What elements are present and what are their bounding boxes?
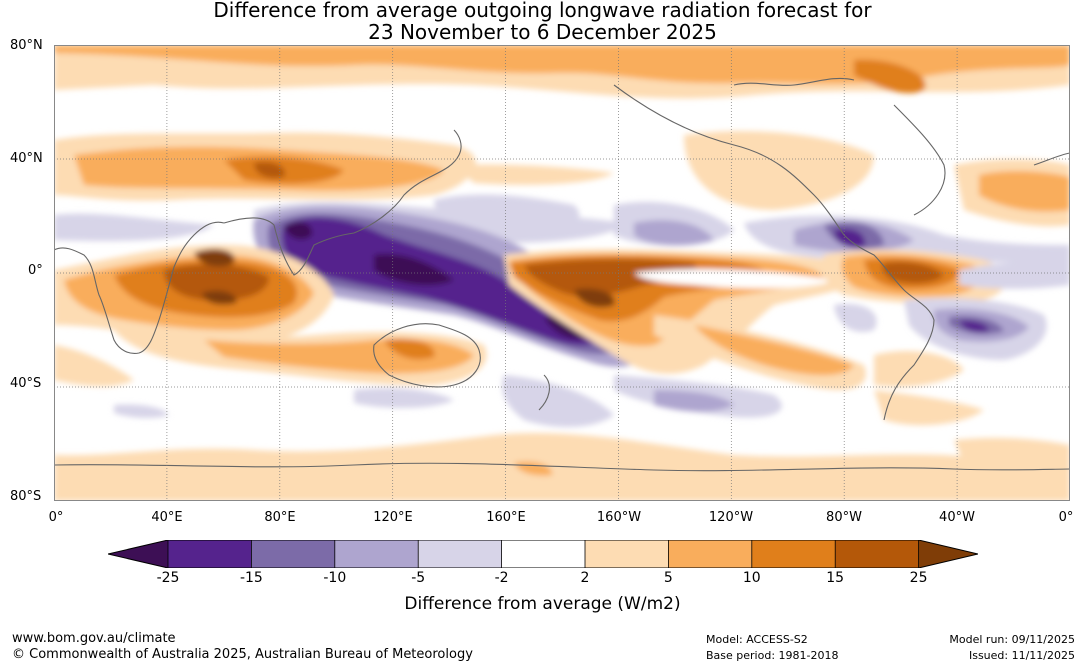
map-frame [54,45,1070,501]
legend-swatch-5-2 [418,540,502,568]
legend-tick: -2 [494,570,509,586]
lon-label-120w: 120°W [708,510,754,525]
legend-tick: 15 [826,570,845,586]
legend-tick: -10 [323,570,347,586]
legend-swatch-10-5 [334,540,419,568]
legend-tick: 10 [742,570,761,586]
legend-tick: -5 [411,570,426,586]
lon-label-40e: 40°E [151,510,183,525]
legend-swatch-15-25 [835,540,919,568]
olr-anomaly-map [54,45,1070,501]
graticule [54,45,1070,501]
legend-tick: -15 [239,570,263,586]
footer-model: Model: ACCESS-S2 [706,633,808,646]
legend-swatch-2-2 [501,540,585,568]
legend-swatch-above-25 [918,540,978,568]
map-title-line-1: Difference from average outgoing longwav… [213,0,872,22]
lon-label-80e: 80°E [264,510,296,525]
lat-label-80s: 80°S [10,489,42,504]
legend-swatch-25-15 [168,540,252,568]
legend-title: Difference from average (W/m2) [404,594,681,614]
legend-swatch-15-10 [251,540,335,568]
footer-website-link[interactable]: www.bom.gov.au/climate [12,631,176,646]
anomaly-shading [54,45,1070,501]
legend-tick: 2 [580,570,590,586]
lon-label-80w: 80°W [826,510,862,525]
map-title-line-2: 23 November to 6 December 2025 [368,20,717,44]
lon-label-160e: 160°E [486,510,526,525]
footer-model-run: Model run: 09/11/2025 [949,633,1075,646]
lat-label-80n: 80°N [10,38,43,53]
legend-tick: 5 [663,570,673,586]
footer-issued: Issued: 11/11/2025 [968,649,1075,662]
lon-label-40w: 40°W [939,510,975,525]
footer-copyright: © Commonwealth of Australia 2025, Austra… [12,647,473,662]
color-legend-bar [108,540,978,568]
lat-label-40s: 40°S [10,376,42,391]
legend-tick: 25 [909,570,928,586]
legend-tick: -25 [156,570,180,586]
lon-label-0-east: 0° [1058,510,1074,525]
lat-label-0: 0° [28,263,43,278]
footer-base-period: Base period: 1981-2018 [706,649,839,662]
legend-swatch-2-5 [585,540,669,568]
lat-label-40n: 40°N [10,151,43,166]
lon-label-120e: 120°E [373,510,413,525]
coastlines [54,77,1070,472]
lon-label-0: 0° [48,510,64,525]
lon-label-160w: 160°W [596,510,642,525]
legend-swatch-below-25 [108,540,168,568]
legend-swatch-10-15 [751,540,836,568]
legend-swatch-5-10 [668,540,752,568]
